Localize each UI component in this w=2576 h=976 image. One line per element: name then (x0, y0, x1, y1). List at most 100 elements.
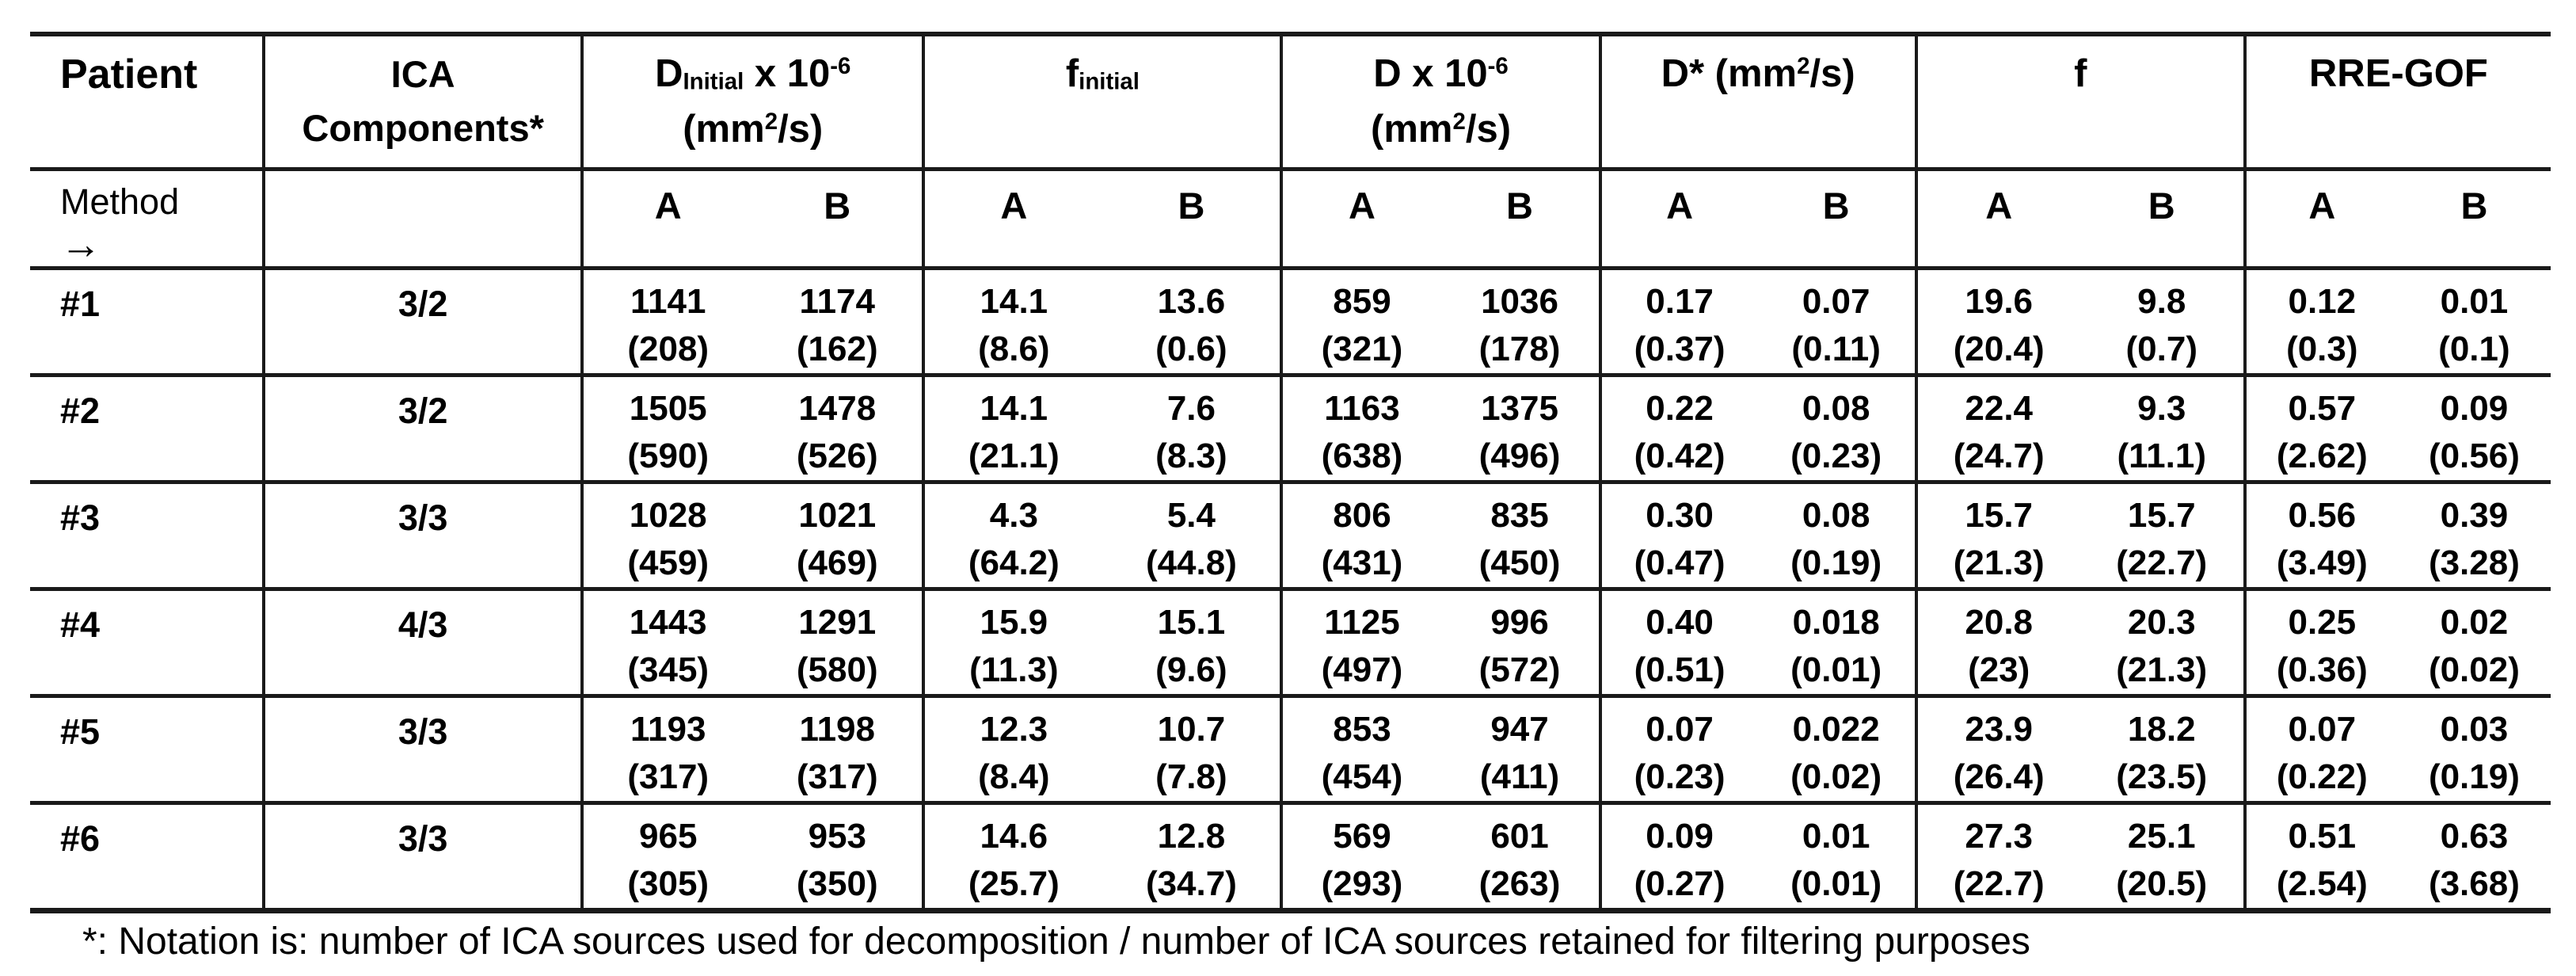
cell-sd-value: (0.7) (2125, 329, 2197, 368)
cell-sd-value: (0.27) (1634, 864, 1726, 903)
cell-mean-value: 859 (1333, 281, 1391, 321)
cell-mean-value: 1163 (1324, 388, 1400, 428)
value-cell: 1193 (317) (580, 696, 753, 805)
value-cell: 27.3 (22.7) (1914, 803, 2080, 913)
cell-mean-value: 27.3 (1965, 816, 2034, 856)
subcolumn-header-d-star-b: B (1757, 169, 1916, 270)
value-cell: 0.56 (3.49) (2243, 482, 2398, 591)
table-row-3: #3 3/3 1028 (459) 1021 (469) 4.3 (64.2) 5.4 (44.8… (30, 482, 2551, 591)
cell-mean-value: 1198 (799, 709, 875, 749)
value-cell: 996 (572) (1440, 589, 1600, 698)
cell-sd-value: (350) (796, 864, 878, 903)
patient-cell: #6 (30, 803, 264, 913)
cell-mean-value: 0.02 (2440, 602, 2509, 642)
value-cell: 1174 (162) (752, 268, 924, 377)
value-cell: 1291 (580) (752, 589, 924, 698)
cell-mean-value: 20.3 (2127, 602, 2196, 642)
header-text-part: Initial (683, 68, 744, 95)
header-text-part: /s) (1809, 52, 1855, 95)
value-cell: 0.40 (0.51) (1598, 589, 1758, 698)
cell-sd-value: (23) (1968, 650, 2030, 689)
group-header-line1: RRE-GOF (2248, 46, 2551, 101)
value-cell: 1478 (526) (752, 375, 924, 484)
subcolumn-header-d-a: A (1280, 169, 1441, 270)
ica-empty-subheader (262, 169, 583, 270)
table-row-2: #2 3/2 1505 (590) 1478 (526) 14.1 (21.1) 7.6 (8.3… (30, 375, 2551, 484)
cell-mean-value: 1036 (1481, 281, 1558, 321)
cell-mean-value: 1375 (1481, 388, 1558, 428)
cell-mean-value: 835 (1490, 495, 1549, 535)
cell-mean-value: 0.17 (1646, 281, 1714, 321)
cell-sd-value: (2.62) (2276, 436, 2368, 475)
subcolumn-header-f-a: A (1914, 169, 2080, 270)
table-body: #1 3/2 1141 (208) 1174 (162) 14.1 (8.6) 13.6 (0.6… (30, 268, 2551, 913)
cell-mean-value: 19.6 (1965, 281, 2034, 321)
cell-mean-value: 806 (1333, 495, 1391, 535)
cell-sd-value: (34.7) (1145, 864, 1237, 903)
subcolumn-header-d-initial-b: B (752, 169, 924, 270)
value-cell: 20.8 (23) (1914, 589, 2080, 698)
cell-mean-value: 15.7 (1965, 495, 2034, 535)
cell-mean-value: 0.30 (1646, 495, 1714, 535)
header-text-part: RRE-GOF (2308, 52, 2488, 95)
patient-cell: #3 (30, 482, 264, 591)
cell-mean-value: 22.4 (1965, 388, 2034, 428)
header-text-part: f (2074, 52, 2087, 95)
value-cell: 0.08 (0.23) (1757, 375, 1916, 484)
value-cell: 14.1 (21.1) (922, 375, 1103, 484)
value-cell: 10.7 (7.8) (1102, 696, 1282, 805)
cell-mean-value: 9.8 (2137, 281, 2186, 321)
cell-mean-value: 0.022 (1792, 709, 1880, 749)
cell-sd-value: (9.6) (1155, 650, 1227, 689)
value-cell: 0.22 (0.42) (1598, 375, 1758, 484)
cell-sd-value: (638) (1321, 436, 1403, 475)
cell-mean-value: 0.12 (2288, 281, 2357, 321)
value-cell: 1141 (208) (580, 268, 753, 377)
value-cell: 0.03 (0.19) (2397, 696, 2551, 805)
cell-sd-value: (21.1) (968, 436, 1060, 475)
cell-mean-value: 0.07 (1646, 709, 1714, 749)
cell-sd-value: (11.1) (2117, 436, 2206, 475)
cell-mean-value: 0.018 (1792, 602, 1880, 642)
cell-sd-value: (263) (1478, 864, 1561, 903)
column-header-patient: Patient (30, 34, 264, 171)
cell-mean-value: 0.09 (2440, 388, 2509, 428)
value-cell: 12.8 (34.7) (1102, 803, 1282, 913)
cell-mean-value: 601 (1490, 816, 1549, 856)
ica-components-cell: 3/2 (262, 268, 583, 377)
cell-sd-value: (0.23) (1790, 436, 1882, 475)
cell-mean-value: 853 (1333, 709, 1391, 749)
cell-mean-value: 14.6 (980, 816, 1048, 856)
column-group-d-star: D* (mm2/s) (1598, 34, 1916, 171)
subcolumn-header-rre-gof-a: A (2243, 169, 2398, 270)
cell-mean-value: 0.51 (2288, 816, 2357, 856)
group-header-line1: D* (mm2/s) (1604, 46, 1915, 101)
cell-mean-value: 7.6 (1166, 388, 1216, 428)
value-cell: 15.1 (9.6) (1102, 589, 1282, 698)
cell-mean-value: 9.3 (2137, 388, 2186, 428)
cell-mean-value: 0.09 (1646, 816, 1714, 856)
cell-sd-value: (23.5) (2116, 757, 2208, 796)
header-text-part: -6 (1487, 52, 1509, 79)
group-header-line1: D x 10-6 (1284, 46, 1598, 101)
header-text-part: initial (1079, 68, 1140, 95)
results-table: Patient ICA Components* DInitial x 10-6(… (30, 32, 2551, 913)
cell-sd-value: (431) (1321, 543, 1403, 582)
cell-mean-value: 0.08 (1802, 495, 1870, 535)
cell-mean-value: 1478 (798, 388, 877, 428)
cell-mean-value: 965 (639, 816, 698, 856)
cell-sd-value: (293) (1321, 864, 1403, 903)
cell-sd-value: (497) (1321, 650, 1403, 689)
cell-sd-value: (0.01) (1790, 864, 1882, 903)
value-cell: 15.7 (22.7) (2079, 482, 2245, 591)
cell-sd-value: (0.23) (1634, 757, 1726, 796)
cell-mean-value: 12.3 (980, 709, 1048, 749)
table-row-6: #6 3/3 965 (305) 953 (350) 14.6 (25.7) 12.8 (34.7… (30, 803, 2551, 913)
value-cell: 947 (411) (1440, 696, 1600, 805)
subcolumn-header-f-initial-b: B (1102, 169, 1282, 270)
cell-sd-value: (3.28) (2428, 543, 2520, 582)
cell-sd-value: (496) (1478, 436, 1561, 475)
value-cell: 0.07 (0.22) (2243, 696, 2398, 805)
value-cell: 1036 (178) (1440, 268, 1600, 377)
value-cell: 0.17 (0.37) (1598, 268, 1758, 377)
